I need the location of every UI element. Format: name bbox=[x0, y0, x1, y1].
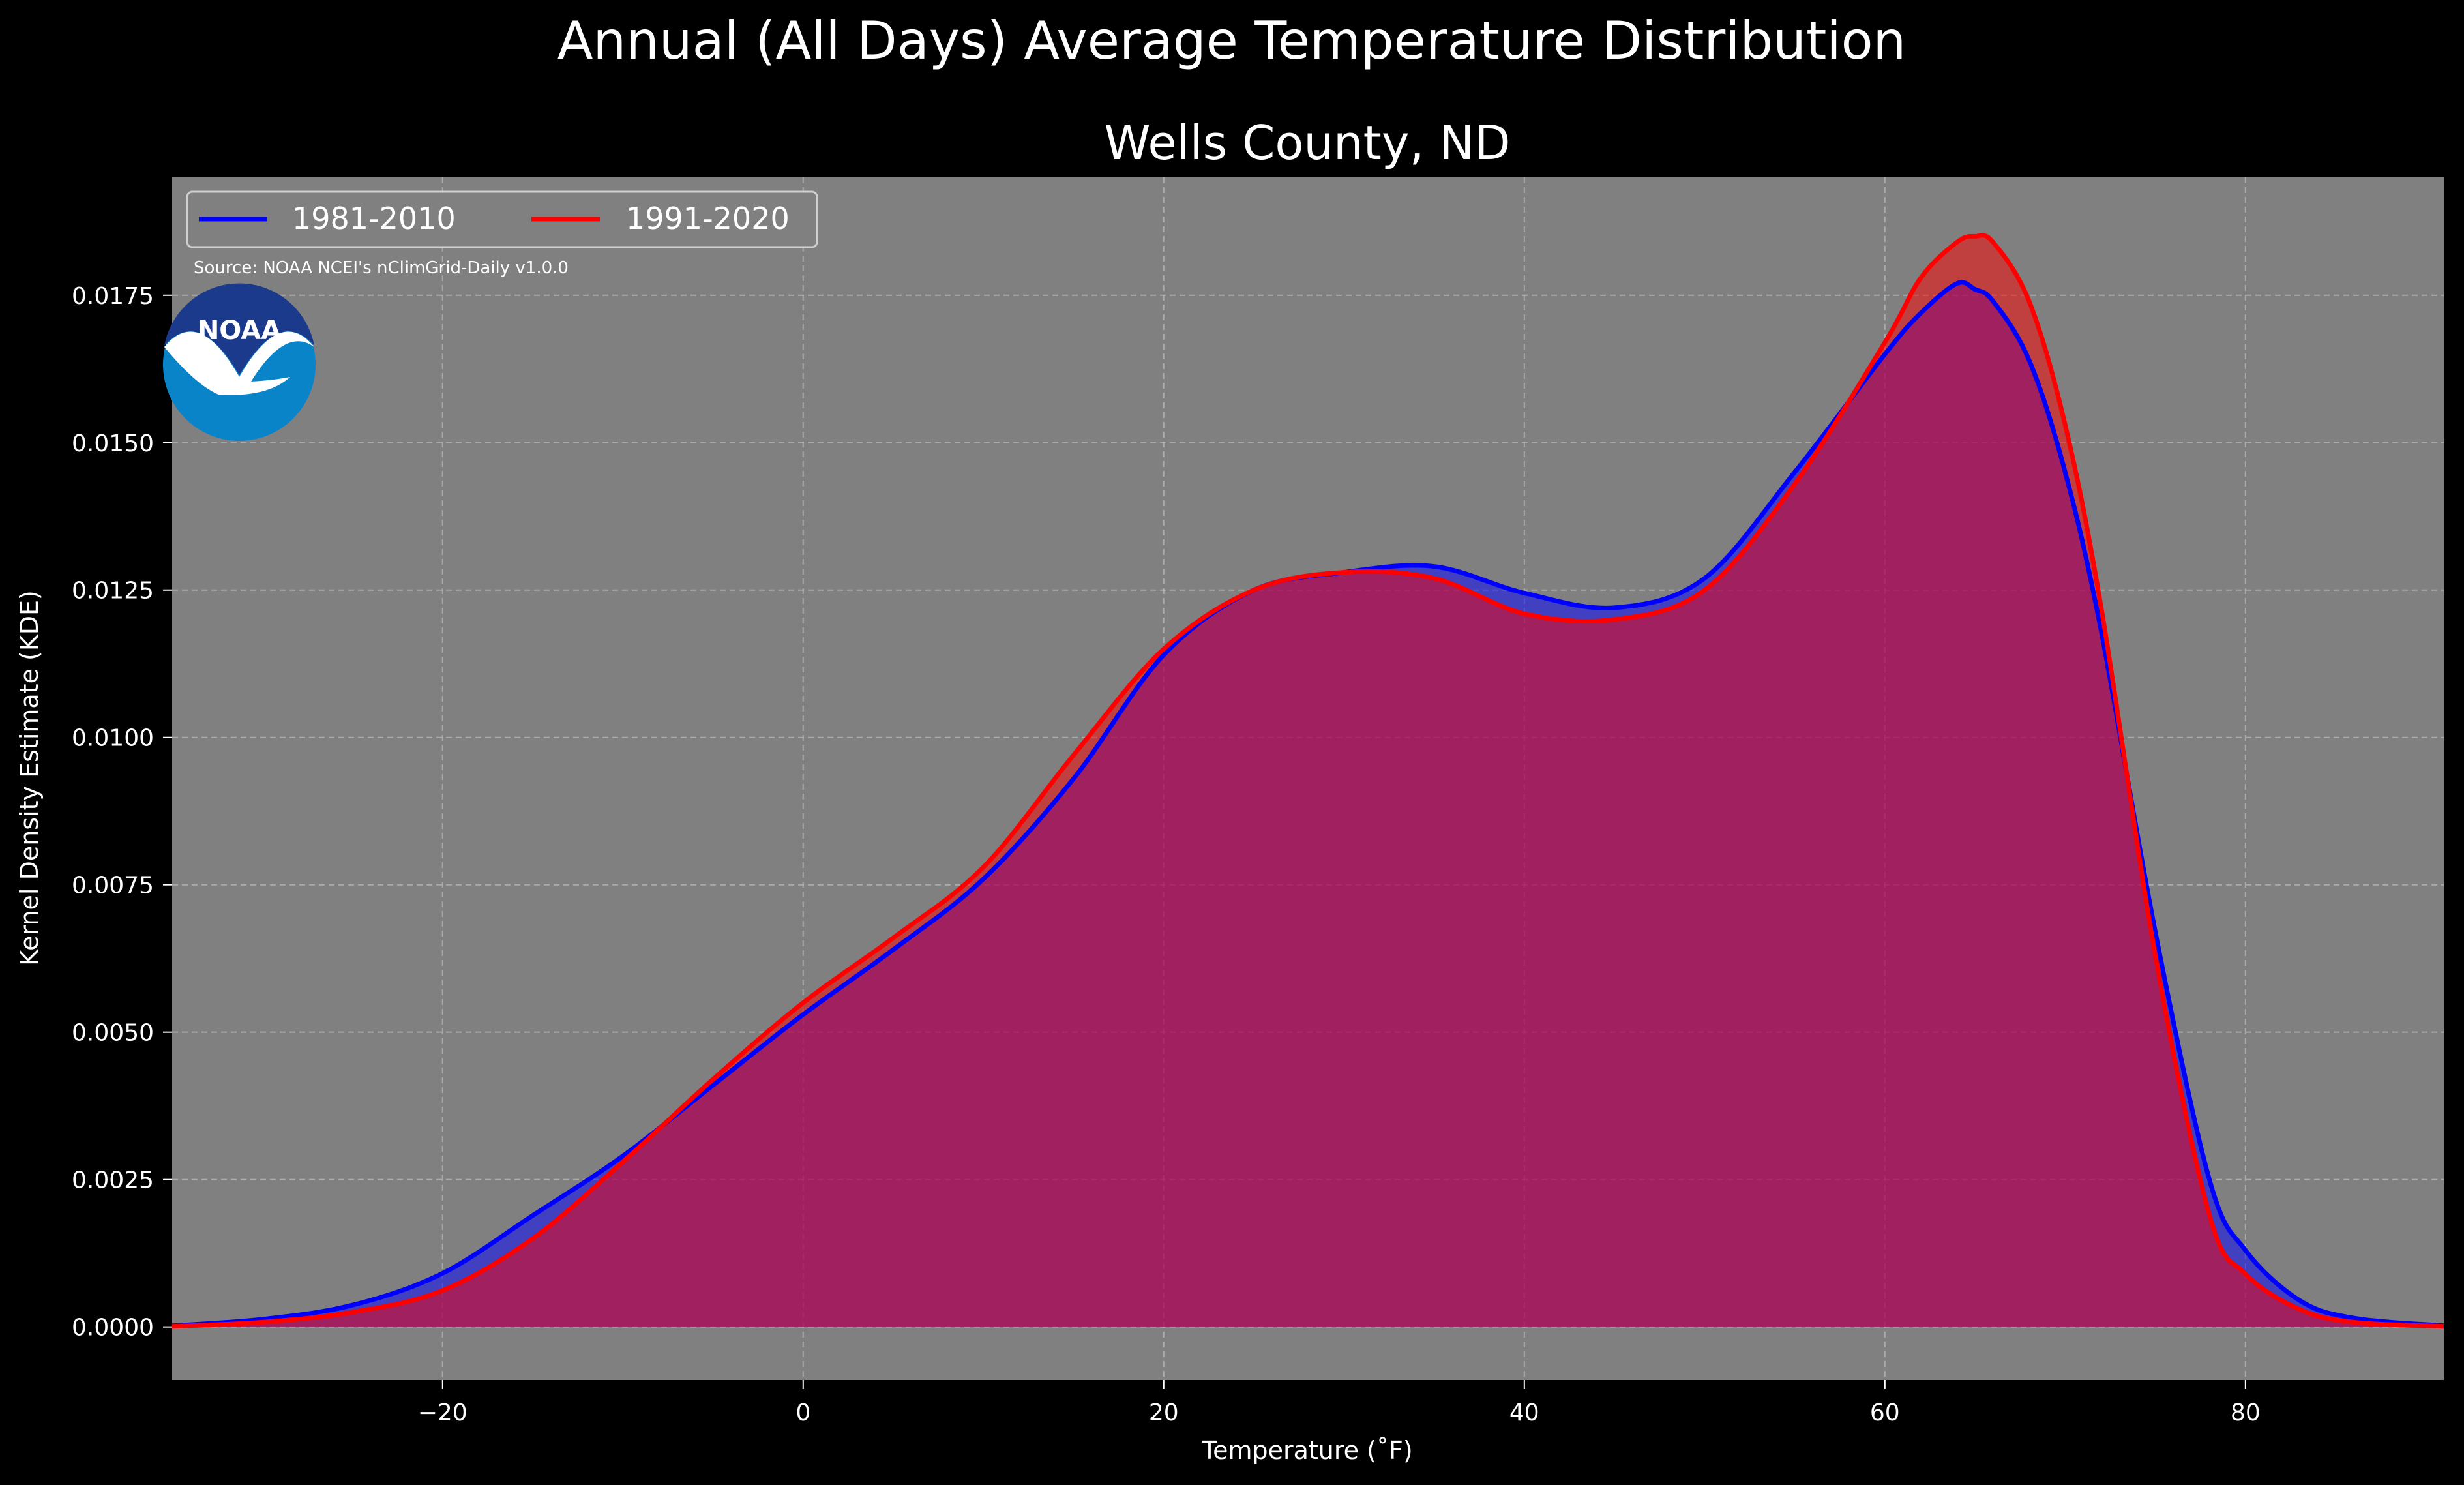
x-tick-label: 40 bbox=[1509, 1400, 1539, 1426]
x-tick-label: 60 bbox=[1870, 1400, 1900, 1426]
series-lines bbox=[171, 233, 2444, 1329]
y-tick-label: 0.0150 bbox=[72, 430, 154, 457]
x-tick-label: 80 bbox=[2231, 1400, 2261, 1426]
y-tick-label: 0.0100 bbox=[72, 725, 154, 752]
y-tick-label: 0.0000 bbox=[72, 1315, 154, 1342]
legend: 1981-2010 1991-2020 bbox=[186, 190, 818, 248]
x-tick-label: 20 bbox=[1149, 1400, 1179, 1426]
plot-area bbox=[171, 177, 2444, 1380]
y-tick-label: 0.0075 bbox=[72, 873, 154, 899]
legend-label-1991-2020: 1991-2020 bbox=[626, 201, 790, 236]
x-axis-label: Temperature (˚F) bbox=[1201, 1436, 1412, 1465]
x-axis-ticks: −20 0 20 40 60 80 bbox=[418, 1380, 2261, 1426]
noaa-logo-bird bbox=[164, 331, 314, 395]
legend-label-1981-2010: 1981-2010 bbox=[292, 201, 456, 236]
chart-suptitle: Annual (All Days) Average Temperature Di… bbox=[557, 10, 1906, 71]
x-tick-label: 0 bbox=[795, 1400, 810, 1426]
source-note: Source: NOAA NCEI's nClimGrid-Daily v1.0… bbox=[194, 258, 569, 278]
y-tick-label: 0.0050 bbox=[72, 1020, 154, 1047]
series-line-1991-2020 bbox=[171, 233, 2444, 1329]
noaa-logo-top bbox=[164, 283, 314, 375]
y-axis-ticks: 0.0000 0.0025 0.0050 0.0075 0.0100 0.0125 0.01… bbox=[72, 283, 172, 1342]
noaa-logo-text: NOAA bbox=[198, 316, 281, 346]
series-fill-1991-2020 bbox=[172, 235, 2444, 1327]
y-tick-label: 0.0025 bbox=[72, 1167, 154, 1194]
x-tick-label: −20 bbox=[418, 1400, 468, 1426]
noaa-logo: NOAA bbox=[163, 283, 316, 441]
y-axis-label: Kernel Density Estimate (KDE) bbox=[15, 590, 44, 966]
legend-frame bbox=[186, 190, 818, 248]
y-tick-label: 0.0125 bbox=[72, 578, 154, 605]
y-tick-label: 0.0175 bbox=[72, 283, 154, 310]
chart-title: Wells County, ND bbox=[1104, 115, 1510, 170]
